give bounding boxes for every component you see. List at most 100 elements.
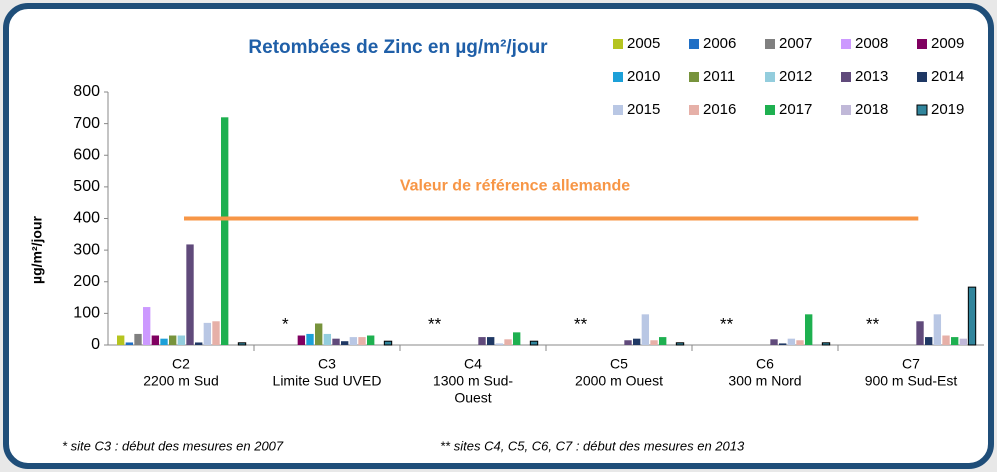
bar bbox=[487, 337, 495, 345]
bar bbox=[212, 321, 220, 345]
x-tick-label: C2 bbox=[172, 356, 190, 372]
x-tick-label: C3 bbox=[318, 356, 336, 372]
legend-label: 2008 bbox=[855, 35, 888, 52]
y-axis-label: µg/m²/jour bbox=[29, 215, 45, 284]
bar bbox=[367, 335, 375, 345]
x-tick-label: 300 m Nord bbox=[728, 373, 801, 389]
chart-title: Retombées de Zinc en µg/m²/jour bbox=[248, 37, 548, 58]
bar bbox=[117, 335, 125, 345]
legend-swatch bbox=[689, 72, 699, 82]
bar bbox=[805, 314, 813, 345]
annotation: * bbox=[282, 314, 289, 333]
legend-swatch bbox=[765, 39, 775, 49]
bar bbox=[641, 314, 650, 345]
legend-label: 2016 bbox=[703, 101, 736, 118]
legend-swatch bbox=[841, 72, 851, 82]
legend-label: 2019 bbox=[931, 101, 964, 118]
bar bbox=[383, 340, 393, 346]
legend-label: 2007 bbox=[779, 35, 812, 52]
bar bbox=[221, 117, 229, 345]
legend-label: 2017 bbox=[779, 101, 812, 118]
bar bbox=[650, 340, 658, 345]
bar bbox=[186, 244, 194, 345]
bar bbox=[495, 343, 504, 345]
bar bbox=[633, 338, 641, 345]
legend-swatch bbox=[613, 105, 623, 115]
bar bbox=[942, 335, 950, 345]
bar bbox=[315, 323, 323, 345]
legend-swatch bbox=[689, 105, 699, 115]
legend-label: 2013 bbox=[855, 68, 888, 85]
x-tick-label: Ouest bbox=[454, 390, 491, 406]
x-tick-label: C4 bbox=[464, 356, 482, 372]
bar bbox=[529, 340, 539, 346]
legend-swatch bbox=[841, 105, 851, 115]
annotation: ** bbox=[428, 314, 442, 333]
bar bbox=[177, 335, 186, 345]
footnote: * site C3 : début des mesures en 2007 bbox=[62, 438, 284, 453]
y-tick-label: 500 bbox=[73, 178, 100, 195]
bar bbox=[770, 339, 778, 345]
legend-label: 2018 bbox=[855, 101, 888, 118]
y-tick-label: 300 bbox=[73, 241, 100, 258]
y-tick-label: 200 bbox=[73, 273, 100, 290]
x-tick-label: C7 bbox=[902, 356, 920, 372]
legend-label: 2005 bbox=[627, 35, 660, 52]
bar bbox=[297, 335, 306, 345]
annotation: ** bbox=[866, 314, 880, 333]
bar bbox=[504, 339, 512, 345]
bar bbox=[916, 321, 924, 345]
reference-label: Valeur de référence allemande bbox=[400, 178, 630, 195]
frame bbox=[3, 3, 994, 469]
bar bbox=[349, 337, 358, 345]
x-tick-label: C6 bbox=[756, 356, 774, 372]
legend-swatch bbox=[765, 105, 775, 115]
bar bbox=[821, 342, 831, 346]
bar bbox=[358, 337, 366, 345]
legend-label: 2014 bbox=[931, 68, 964, 85]
legend-swatch bbox=[917, 72, 927, 82]
legend-swatch bbox=[841, 39, 851, 49]
bar bbox=[675, 342, 685, 346]
legend-label: 2006 bbox=[703, 35, 736, 52]
bar bbox=[787, 338, 796, 345]
legend-label: 2009 bbox=[931, 35, 964, 52]
legend-label: 2012 bbox=[779, 68, 812, 85]
bar bbox=[959, 338, 968, 345]
legend-label: 2015 bbox=[627, 101, 660, 118]
bar bbox=[513, 332, 521, 345]
bar bbox=[169, 335, 177, 345]
bar bbox=[951, 337, 959, 345]
legend-label: 2010 bbox=[627, 68, 660, 85]
bar bbox=[151, 335, 160, 345]
legend-label: 2011 bbox=[703, 68, 735, 85]
bar bbox=[796, 340, 804, 345]
bar bbox=[134, 333, 142, 345]
bar bbox=[160, 338, 168, 345]
x-tick-label: 1300 m Sud- bbox=[433, 373, 513, 389]
bar bbox=[323, 333, 332, 345]
y-tick-label: 800 bbox=[73, 83, 100, 100]
bar bbox=[341, 341, 349, 345]
legend-swatch bbox=[765, 72, 775, 82]
bar bbox=[779, 343, 787, 345]
legend-swatch bbox=[916, 104, 928, 116]
y-tick-label: 100 bbox=[73, 305, 100, 322]
bar bbox=[478, 337, 486, 345]
x-tick-label: C5 bbox=[610, 356, 628, 372]
y-tick-label: 700 bbox=[73, 115, 100, 132]
bar bbox=[125, 342, 134, 345]
bar bbox=[925, 337, 933, 345]
legend-swatch bbox=[689, 39, 699, 49]
x-tick-label: 2200 m Sud bbox=[143, 373, 219, 389]
legend-swatch bbox=[917, 39, 927, 49]
annotation: ** bbox=[720, 314, 734, 333]
bar bbox=[967, 286, 977, 346]
bar bbox=[659, 337, 667, 345]
annotation: ** bbox=[574, 314, 588, 333]
y-tick-label: 400 bbox=[73, 210, 100, 227]
x-tick-label: 2000 m Ouest bbox=[575, 373, 663, 389]
legend-swatch bbox=[613, 72, 623, 82]
